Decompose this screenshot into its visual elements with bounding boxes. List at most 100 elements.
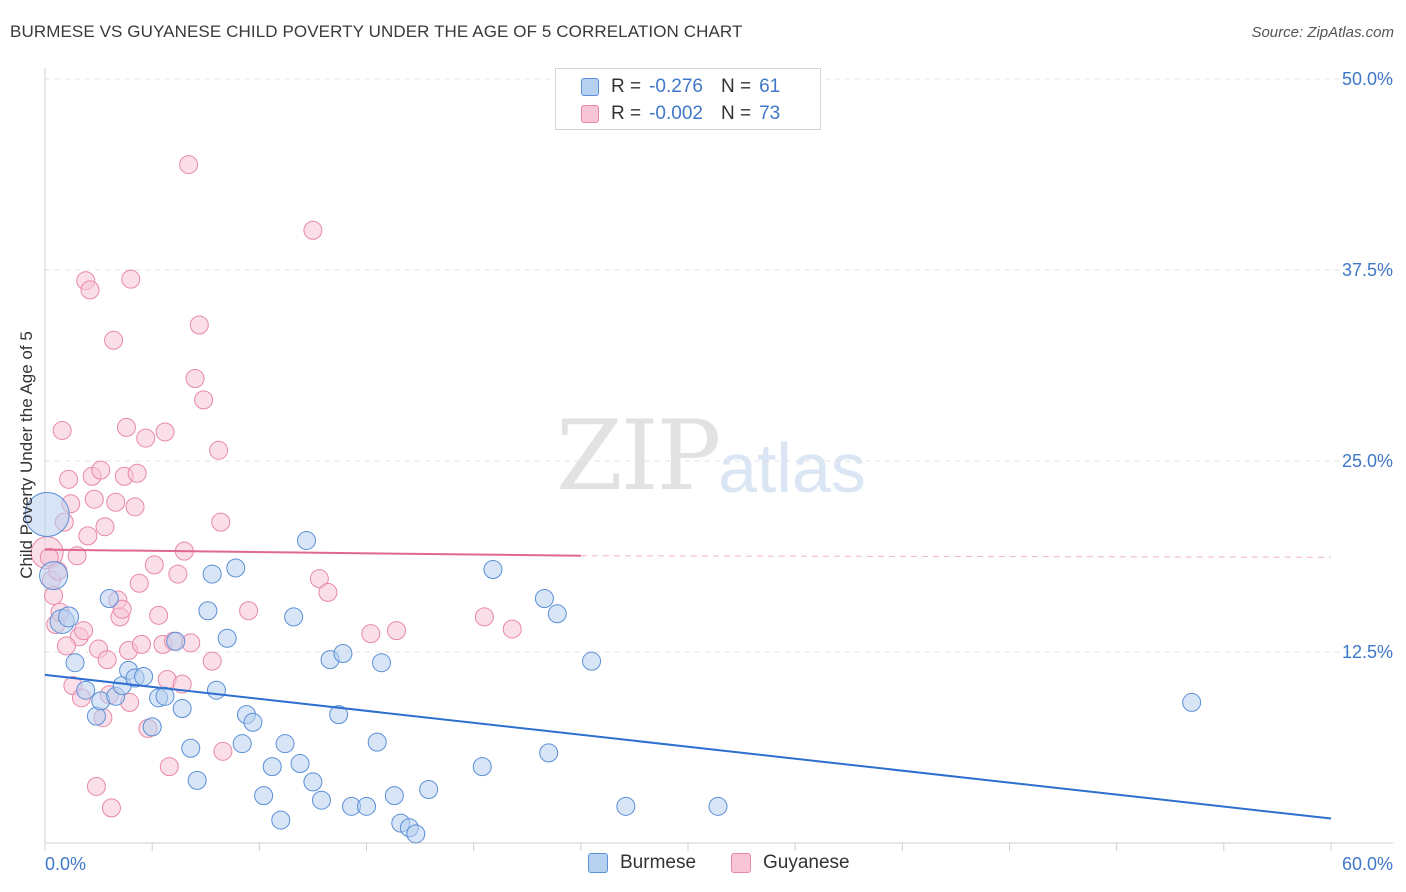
y-tick-label: 50.0%: [1342, 69, 1393, 89]
burmese-trend-line: [44, 673, 1332, 820]
legend-r-value: -0.002: [649, 103, 703, 124]
guyanese-point: [387, 621, 407, 641]
guyanese-trend-extension: [580, 555, 1332, 558]
x-tick-label-min: 0.0%: [45, 854, 86, 874]
grid-lines: [45, 78, 1393, 653]
legend-item-burmese[interactable]: Burmese: [588, 852, 696, 874]
guyanese-point: [144, 555, 164, 575]
legend-row-burmese: R = -0.276 N = 61: [556, 74, 780, 100]
burmese-point: [232, 734, 252, 754]
burmese-point: [187, 770, 207, 790]
burmese-point: [39, 561, 69, 591]
burmese-point: [616, 796, 636, 816]
burmese-point: [155, 686, 175, 706]
burmese-point: [708, 796, 728, 816]
burmese-point: [406, 824, 426, 844]
legend-n-label: N =: [720, 103, 752, 124]
guyanese-point: [52, 420, 72, 440]
series-legend: Burmese Guyanese: [0, 852, 1406, 876]
guyanese-points: [30, 155, 522, 818]
burmese-point: [384, 786, 404, 806]
guyanese-point: [168, 564, 188, 584]
guyanese-point: [179, 155, 199, 175]
guyanese-point: [309, 569, 329, 589]
burmese-point: [181, 738, 201, 758]
guyanese-point: [211, 512, 231, 532]
burmese-point: [357, 796, 376, 816]
burmese-point: [134, 666, 154, 686]
burmese-swatch: [588, 853, 608, 873]
burmese-point: [303, 772, 323, 792]
burmese-point: [166, 631, 186, 651]
burmese-point: [65, 653, 85, 673]
guyanese-point: [121, 269, 141, 289]
guyanese-point: [91, 460, 111, 480]
guyanese-point: [361, 624, 381, 644]
watermark-zip: ZIP: [556, 400, 721, 512]
legend-n-label: N =: [720, 76, 752, 97]
guyanese-point: [74, 621, 94, 641]
legend-item-guyanese[interactable]: Guyanese: [731, 852, 850, 874]
burmese-point: [254, 786, 274, 806]
burmese-point: [172, 699, 192, 719]
burmese-point: [217, 628, 237, 648]
burmese-point: [226, 558, 246, 578]
guyanese-point: [95, 517, 115, 537]
correlation-legend: R = -0.276 N = 61 R = -0.002 N = 73: [555, 68, 821, 130]
burmese-point: [329, 705, 349, 725]
burmese-points: [24, 491, 1202, 844]
legend-n-value: 61: [759, 76, 781, 97]
guyanese-point: [185, 368, 205, 388]
guyanese-point: [112, 599, 132, 619]
legend-label-guyanese: Guyanese: [763, 852, 850, 873]
burmese-point: [290, 754, 310, 774]
legend-n-value: 73: [759, 103, 781, 124]
guyanese-point: [125, 497, 145, 517]
guyanese-point: [209, 440, 229, 460]
axes: 0.0% 60.0%: [44, 68, 1393, 874]
guyanese-swatch: [731, 853, 751, 873]
burmese-point: [243, 712, 263, 732]
guyanese-point: [136, 428, 156, 448]
y-tick-labels: 12.5% 25.0% 37.5% 50.0%: [1342, 69, 1393, 662]
burmese-point: [1182, 692, 1202, 712]
burmese-point: [534, 589, 554, 609]
guyanese-point: [149, 605, 169, 625]
burmese-point: [271, 810, 291, 830]
burmese-point: [142, 717, 162, 737]
guyanese-point: [202, 651, 222, 671]
legend-swatch-guyanese: [581, 105, 599, 123]
guyanese-point: [56, 636, 76, 656]
burmese-point: [58, 606, 80, 628]
burmese-point: [311, 790, 331, 810]
guyanese-point: [127, 463, 147, 483]
burmese-point: [296, 530, 316, 550]
guyanese-point: [172, 674, 192, 694]
burmese-point: [483, 559, 503, 579]
guyanese-point: [474, 607, 494, 627]
burmese-point: [582, 651, 602, 671]
guyanese-point: [59, 469, 79, 489]
guyanese-point: [116, 417, 136, 437]
guyanese-point: [84, 489, 104, 509]
guyanese-point: [189, 315, 209, 335]
guyanese-point: [213, 741, 233, 761]
legend-r-value: -0.276: [649, 76, 703, 97]
burmese-point: [202, 564, 222, 584]
burmese-point: [99, 589, 119, 609]
guyanese-point: [129, 573, 149, 593]
legend-row-guyanese: R = -0.002 N = 73: [556, 101, 780, 127]
guyanese-point: [97, 650, 117, 670]
guyanese-point: [104, 330, 124, 350]
guyanese-point: [80, 280, 100, 300]
guyanese-point: [78, 526, 98, 546]
burmese-point: [367, 732, 387, 752]
guyanese-point: [502, 619, 522, 639]
legend-swatch-burmese: [581, 78, 599, 96]
guyanese-point: [101, 798, 121, 818]
burmese-point: [262, 757, 282, 777]
burmese-point: [333, 644, 353, 664]
burmese-point: [76, 680, 96, 700]
y-tick-label: 12.5%: [1342, 642, 1393, 662]
burmese-point: [547, 604, 567, 624]
